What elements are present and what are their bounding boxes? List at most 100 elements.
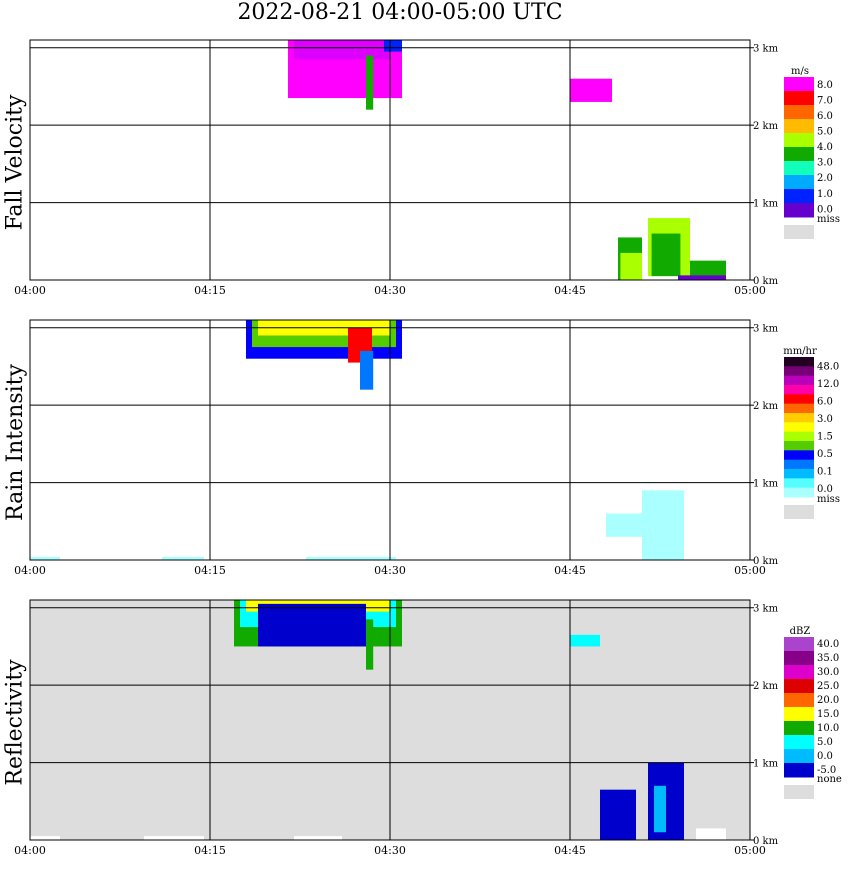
y-tick-label: 0 km <box>753 836 779 847</box>
echo-cell <box>600 789 636 840</box>
legend-swatch <box>784 637 814 652</box>
legend-swatch <box>784 105 814 120</box>
x-tick-label: 04:30 <box>374 564 406 577</box>
panel-fall-velocity: Fall Velocity 04:00 04:15 04:30 04:45 05:00 0… <box>0 27 850 317</box>
x-tick-label: 04:45 <box>554 844 586 857</box>
legend-swatch <box>784 478 814 489</box>
legend-swatch <box>784 679 814 694</box>
legend-swatch <box>784 469 814 479</box>
reflectivity-axis-label: Reflectivity <box>2 658 28 786</box>
legend-swatch <box>784 413 814 423</box>
legend-missing-label: miss <box>817 494 840 505</box>
echo-cell <box>306 556 396 560</box>
x-tick-label: 04:15 <box>194 844 226 857</box>
legend-label: 20.0 <box>817 695 839 706</box>
echo-cell <box>30 836 60 840</box>
plot-frame <box>29 599 751 841</box>
echo-cell <box>366 55 374 110</box>
legend-label: 25.0 <box>817 681 839 692</box>
legend-label: 0.1 <box>817 466 833 477</box>
echo-cell <box>606 513 642 537</box>
echo-cell <box>258 603 366 647</box>
legend-unit: dBZ <box>790 626 811 637</box>
x-tick-label: 04:45 <box>554 284 586 297</box>
y-tick-label: 1 km <box>753 479 779 490</box>
echo-cell <box>144 836 204 840</box>
legend-swatch <box>784 763 814 778</box>
legend-label: 1.0 <box>817 189 833 200</box>
panel-rain-intensity: Rain Intensity 04:00 04:15 04:30 04:45 05:00… <box>0 307 850 597</box>
legend-label: 48.0 <box>817 361 839 372</box>
legend-label: 6.0 <box>817 396 833 407</box>
legend-swatch <box>784 487 814 498</box>
x-tick-label: 04:00 <box>14 844 46 857</box>
echo-cell <box>570 634 600 647</box>
legend-swatch <box>784 385 814 395</box>
legend-swatch <box>784 394 814 405</box>
legend-swatch <box>784 77 814 92</box>
plot-frame <box>29 319 751 561</box>
y-tick-label: 2 km <box>753 121 779 132</box>
legend-label: 2.0 <box>817 173 833 184</box>
panel-reflectivity: Reflectivity 04:00 04:15 04:30 04:45 05:00 0 … <box>0 587 850 877</box>
plot-frame <box>29 39 751 281</box>
chart-title: 2022-08-21 04:00-05:00 UTC <box>237 0 563 25</box>
echo-cell <box>162 556 204 560</box>
legend-swatch <box>784 450 814 461</box>
legend-swatch <box>784 422 814 433</box>
echo-cell <box>678 275 726 280</box>
x-tick-label: 04:00 <box>14 284 46 297</box>
legend-swatch <box>784 721 814 736</box>
x-tick-label: 05:00 <box>734 844 766 857</box>
reflectivity-chart: 04:00 04:15 04:30 04:45 05:000 km 1 km 2 km 3 k… <box>14 599 842 857</box>
echo-cell <box>654 785 666 833</box>
legend-missing-swatch <box>784 505 814 519</box>
y-tick-label: 0 km <box>753 556 779 567</box>
echo-cell <box>366 619 374 670</box>
echo-cell <box>651 233 681 277</box>
rain-intensity-chart: 04:00 04:15 04:30 04:45 05:000 km 1 km 2 km 3 k… <box>14 319 840 577</box>
legend-swatch <box>784 693 814 708</box>
legend-swatch <box>784 459 814 470</box>
legend-label: 1.5 <box>817 431 833 442</box>
legend-label: 8.0 <box>817 80 833 91</box>
x-tick-label: 04:15 <box>194 284 226 297</box>
x-tick-label: 04:30 <box>374 844 406 857</box>
echo-cell <box>360 350 374 390</box>
legend-swatch <box>784 175 814 190</box>
legend-swatch <box>784 91 814 106</box>
legend-label: 5.0 <box>817 737 833 748</box>
x-tick-label: 04:45 <box>554 564 586 577</box>
legend-label: 0.0 <box>817 204 833 215</box>
echo-cell <box>696 828 726 840</box>
legend-label: 30.0 <box>817 667 839 678</box>
legend-swatch <box>784 357 814 367</box>
legend-label: 0.5 <box>817 449 833 460</box>
legend-label: 6.0 <box>817 111 833 122</box>
x-tick-label: 05:00 <box>734 564 766 577</box>
legend-swatch <box>784 441 814 451</box>
fall-velocity-chart: 04:00 04:15 04:30 04:45 05:000 km 1 km 2 km 3 k… <box>14 39 840 297</box>
legend-missing-label: miss <box>817 214 840 225</box>
legend-swatch <box>784 366 814 377</box>
echo-cell <box>690 260 726 280</box>
y-tick-label: 3 km <box>753 324 779 335</box>
legend-unit: m/s <box>791 66 809 77</box>
x-tick-label: 05:00 <box>734 284 766 297</box>
legend-label: 10.0 <box>817 723 839 734</box>
legend-label: 7.0 <box>817 95 833 106</box>
echo-cell <box>384 40 402 52</box>
legend-swatch <box>784 749 814 764</box>
legend-swatch <box>784 707 814 722</box>
legend-swatch <box>784 119 814 134</box>
legend-label: 0.0 <box>817 484 833 495</box>
echo-cell <box>30 556 60 560</box>
legend-swatch <box>784 431 814 442</box>
legend-swatch <box>784 735 814 750</box>
echo-cell <box>294 836 342 840</box>
y-tick-label: 0 km <box>753 276 779 287</box>
legend-swatch <box>784 133 814 148</box>
x-tick-label: 04:00 <box>14 564 46 577</box>
y-tick-label: 3 km <box>753 44 779 55</box>
legend-swatch <box>784 375 814 386</box>
